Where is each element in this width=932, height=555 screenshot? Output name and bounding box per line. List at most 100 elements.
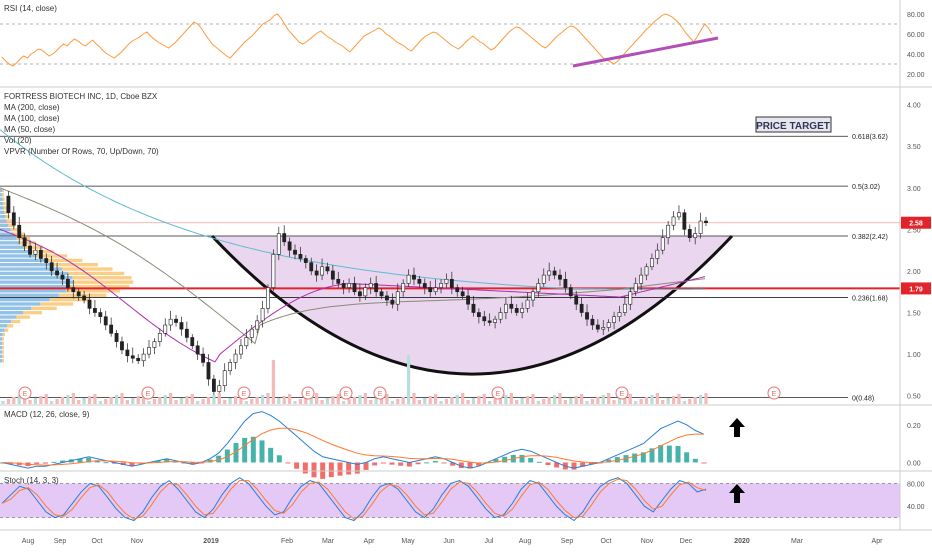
rsi-tick-label: 80.00: [907, 12, 925, 19]
macd-histogram-bar: [432, 460, 438, 463]
volume-bar: [428, 396, 432, 404]
earnings-marker: [491, 386, 505, 400]
volume-bar: [185, 396, 189, 404]
candle-body: [504, 303, 508, 313]
price-label-text: 2.58: [909, 221, 923, 228]
candle-body: [233, 353, 238, 363]
time-tick-label: Oct: [601, 538, 612, 545]
volume-bar: [644, 397, 649, 404]
volume-bar: [71, 393, 75, 404]
earnings-marker-label: E: [772, 391, 777, 398]
volume-bar: [634, 401, 638, 404]
candle-body: [309, 262, 314, 272]
volume-profile-bar: [3, 206, 7, 210]
earnings-marker-label: E: [344, 391, 349, 398]
volume-bar: [233, 396, 238, 404]
volume-bar: [617, 398, 622, 404]
volume-profile-bar: [66, 289, 121, 293]
volume-profile-bar: [0, 315, 17, 319]
volume-bar: [347, 399, 351, 404]
earnings-marker: [301, 386, 315, 400]
volume-bar: [304, 397, 308, 404]
candle-body: [136, 357, 141, 362]
volume-bar: [169, 393, 173, 404]
candle-body: [693, 233, 698, 238]
volume-bar: [352, 397, 357, 404]
candle-body: [357, 291, 362, 297]
time-tick-label: Nov: [641, 538, 654, 545]
symbol-title: FORTRESS BIOTECH INC, 1D, Cboe BZX: [4, 92, 158, 101]
rsi-tick-label: 20.00: [907, 72, 925, 79]
indicator-ma50: MA (50, close): [4, 125, 55, 134]
macd-tick-label: 0.00: [907, 460, 921, 467]
time-tick-label: Jun: [443, 538, 454, 545]
volume-profile-bar: [0, 328, 5, 332]
volume-profile-bar: [6, 219, 13, 223]
candle-body: [55, 270, 59, 276]
candle-body: [536, 283, 541, 293]
candle-body: [385, 295, 389, 301]
volume-profile-bar: [0, 324, 8, 328]
candle-body: [184, 328, 189, 338]
candle-body: [293, 249, 297, 255]
volume-profile-bar: [0, 249, 30, 254]
volume-profile-bar: [0, 276, 73, 280]
time-tick-label: Jul: [485, 538, 494, 545]
volume-profile-bar: [7, 324, 14, 328]
rsi-tick-label: 40.00: [907, 52, 925, 59]
macd-histogram-bar: [363, 462, 369, 470]
volume-bar: [688, 399, 692, 404]
volume-bar: [266, 393, 270, 404]
macd-histogram-bar: [380, 462, 386, 464]
earnings-marker: [141, 386, 155, 400]
volume-bar: [406, 355, 411, 404]
price-target-box: [755, 116, 832, 133]
candle-body: [660, 237, 665, 251]
fib-level-label: 0.618(3.62): [852, 134, 888, 141]
candle-body: [314, 270, 319, 276]
volume-bar: [12, 397, 16, 404]
macd-line: [1, 411, 705, 469]
candle-body: [190, 337, 195, 347]
volume-profile-bar: [0, 289, 67, 293]
candle-body: [211, 378, 216, 392]
time-tick-label: Mar: [322, 538, 335, 545]
candle-body: [157, 333, 162, 342]
candle-body: [17, 224, 22, 238]
volume-bar: [93, 394, 97, 404]
macd-histogram-bar: [424, 462, 430, 464]
earnings-marker-label: E: [242, 391, 247, 398]
volume-bar: [574, 396, 578, 404]
candle-body: [687, 229, 692, 238]
candle-body: [525, 299, 530, 309]
candle-body: [520, 308, 525, 313]
macd-histogram-bar: [207, 459, 213, 463]
macd-signal-line: [1, 427, 704, 466]
macd-histogram-bar: [476, 462, 482, 466]
candle-body: [141, 353, 146, 362]
macd-histogram-bar: [580, 462, 586, 467]
macd-histogram-bar: [103, 462, 109, 464]
volume-profile-bar: [0, 232, 14, 236]
candle-body: [98, 312, 103, 317]
volume-profile-bar: [0, 214, 6, 219]
volume-profile-bar: [0, 297, 50, 302]
macd-histogram-bar: [372, 462, 378, 466]
candle-body: [368, 283, 373, 288]
macd-histogram-bar: [666, 445, 672, 463]
volume-bar: [320, 400, 324, 404]
volume-bar: [423, 398, 427, 404]
time-tick-label: Feb: [281, 538, 293, 545]
volume-bar: [255, 397, 259, 404]
macd-histogram-bar: [684, 452, 690, 463]
volume-bar: [520, 398, 524, 404]
volume-profile-bar: [2, 354, 4, 359]
macd-histogram-bar: [415, 462, 421, 465]
volume-bar: [239, 394, 243, 404]
macd-histogram-bar: [328, 462, 334, 478]
candle-body: [617, 312, 622, 317]
price-label-text: 1.79: [909, 286, 923, 293]
volume-bar: [677, 394, 681, 404]
volume-profile-bar: [0, 345, 3, 350]
